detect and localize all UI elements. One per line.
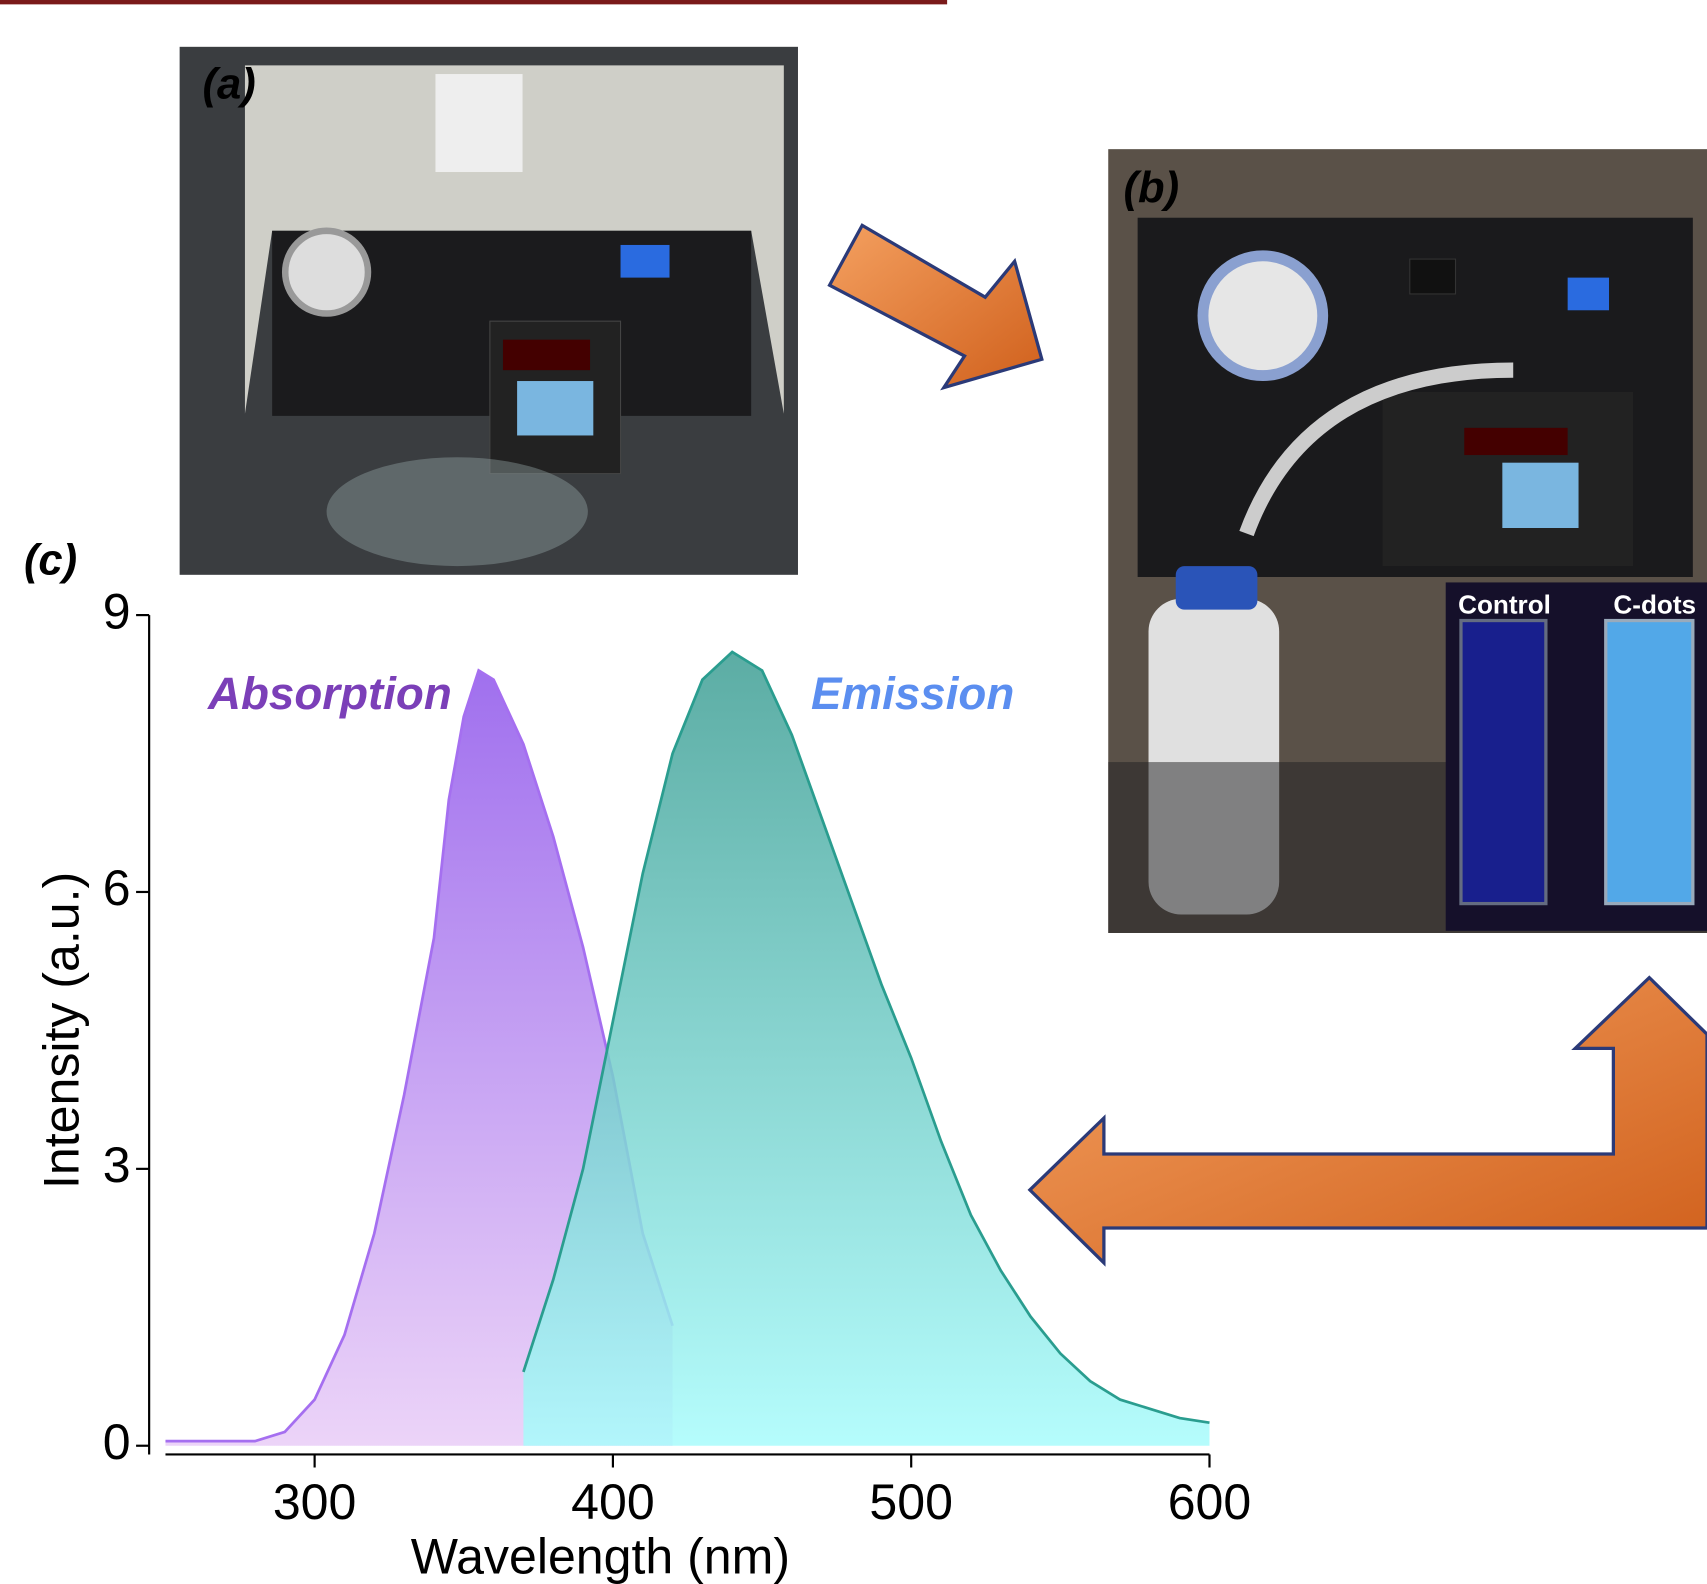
area-line [522,650,1210,1425]
x-axis-label: Wavelength (nm) [411,1528,790,1584]
series-label: Absorption [207,668,452,719]
y-tick-label: 9 [103,583,131,639]
x-tick-label: 400 [571,1474,655,1530]
inset-label: Control [1458,589,1551,619]
panel-label: (c) [24,536,77,584]
x-tick-label: 500 [869,1474,953,1530]
y-axis-label: Intensity (a.u.) [34,872,90,1189]
area-line [165,668,674,1443]
photo-b: Control C-dots (b) [1108,149,1707,933]
panel-label: (b) [1123,164,1179,212]
x-tick-label: 300 [273,1474,357,1530]
arrow [1027,975,1707,1267]
chart: Absorption Emission 300 400 500 600 0 3 6 9 Wavele… [34,583,1252,1584]
x-tick-label: 600 [1168,1474,1252,1530]
photo-a: (a) [179,46,798,575]
panel-label: (a) [202,61,255,109]
y-tick-label: 0 [103,1414,131,1470]
y-tick-label: 6 [103,860,131,916]
area-fill [165,670,673,1446]
y-tick-label: 3 [103,1137,131,1193]
inset-label: C-dots [1613,589,1696,619]
arrow [827,223,1044,391]
series-label: Emission [811,668,1014,719]
area-fill [523,652,1210,1446]
top-bar [0,0,948,5]
